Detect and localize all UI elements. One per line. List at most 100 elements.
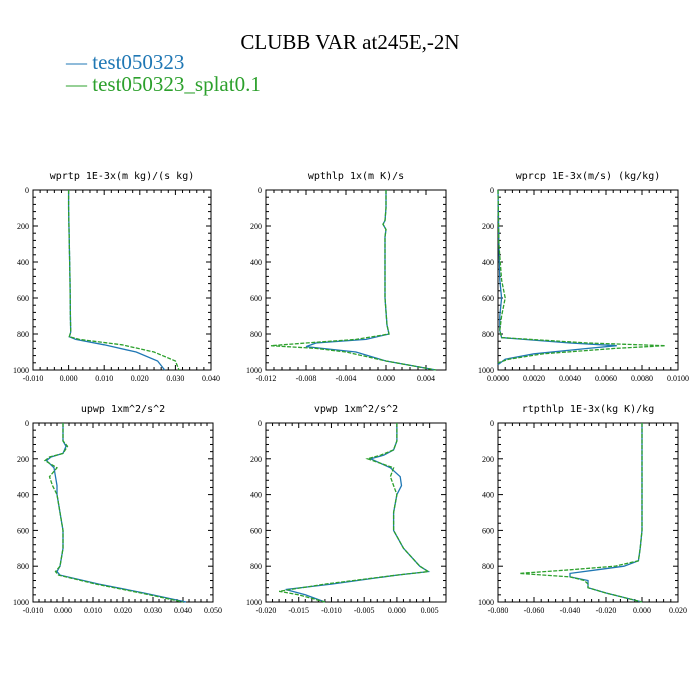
x-tick-label: -0.010 (23, 606, 44, 615)
legend-entry-test050323-splat: — test050323_splat0.1 (66, 72, 261, 96)
x-tick-label: 0.030 (166, 374, 184, 383)
y-tick-label: 0 (490, 186, 494, 195)
x-tick-label: -0.080 (488, 606, 509, 615)
x-tick-label: 0.000 (60, 374, 78, 383)
plot-frame (497, 422, 679, 603)
y-tick-label: 800 (17, 330, 29, 339)
subplot-4: vpwp 1xm^2/s^2 -0.020 -0.015 -0.010 -0.005 0.… (246, 404, 447, 615)
y-tick-label: 1000 (246, 598, 262, 607)
x-tick-label: 0.010 (84, 606, 102, 615)
x-tick-label: 0.0040 (559, 374, 581, 383)
x-tick-label: -0.004 (336, 374, 357, 383)
subplot-5: rtpthlp 1E-3x(kg K)/kg -0.080 -0.060 -0.040… (478, 404, 687, 615)
x-tick-label: -0.005 (354, 606, 375, 615)
y-tick-label: 0 (25, 186, 29, 195)
y-tick-label: 0 (490, 419, 494, 428)
y-tick-label: 0 (25, 419, 29, 428)
y-tick-label: 800 (250, 330, 262, 339)
x-tick-label: 0.000 (377, 374, 395, 383)
subplot-2: wprcp 1E-3x(m/s) (kg/kg) 0.0000 0.0020 0.00… (478, 171, 689, 383)
y-tick-label: 400 (482, 258, 494, 267)
y-tick-label: 800 (17, 562, 29, 571)
y-tick-label: 800 (482, 330, 494, 339)
x-tick-label: 0.020 (114, 606, 132, 615)
x-tick-label: 0.0080 (631, 374, 653, 383)
series-line-1 (497, 189, 666, 364)
x-tick-label: 0.020 (131, 374, 149, 383)
y-tick-label: 200 (482, 455, 494, 464)
x-tick-label: 0.0000 (487, 374, 509, 383)
y-tick-label: 200 (17, 222, 29, 231)
y-tick-label: 200 (250, 455, 262, 464)
x-tick-label: -0.020 (596, 606, 617, 615)
y-tick-label: 600 (250, 294, 262, 303)
x-tick-label: 0.040 (174, 606, 192, 615)
x-tick-label: 0.030 (144, 606, 162, 615)
y-tick-label: 400 (250, 258, 262, 267)
y-tick-label: 800 (482, 562, 494, 571)
x-tick-label: 0.010 (95, 374, 113, 383)
x-tick-label: -0.040 (560, 606, 581, 615)
series-line-0 (569, 423, 643, 603)
plot-frame (497, 189, 679, 371)
x-tick-label: -0.010 (321, 606, 342, 615)
y-tick-label: 200 (250, 222, 262, 231)
subplot-title: wprtp 1E-3x(m kg)/(s kg) (50, 171, 195, 182)
y-tick-label: 200 (482, 222, 494, 231)
plot-frame (265, 189, 447, 371)
subplot-title: wprcp 1E-3x(m/s) (kg/kg) (516, 171, 661, 182)
x-tick-label: -0.015 (288, 606, 309, 615)
subplot-title: upwp 1xm^2/s^2 (81, 404, 165, 415)
y-tick-label: 0 (258, 186, 262, 195)
x-tick-label: 0.0060 (595, 374, 617, 383)
x-tick-label: 0.000 (633, 606, 651, 615)
y-tick-label: 600 (250, 526, 262, 535)
plot-frame (32, 189, 212, 371)
x-tick-label: -0.060 (524, 606, 545, 615)
subplot-0: wprtp 1E-3x(m kg)/(s kg) -0.010 0.000 0.010… (13, 171, 220, 383)
series-line-1 (67, 190, 180, 371)
x-tick-label: 0.000 (54, 606, 72, 615)
y-tick-label: 400 (482, 491, 494, 500)
y-tick-label: 600 (17, 526, 29, 535)
x-tick-label: 0.040 (202, 374, 220, 383)
page-title: CLUBB VAR at245E,-2N (240, 30, 460, 54)
y-tick-label: 400 (17, 491, 29, 500)
y-tick-label: 600 (17, 294, 29, 303)
y-tick-label: 400 (17, 258, 29, 267)
series-line-0 (285, 423, 431, 603)
series-line-0 (67, 190, 166, 371)
series-line-1 (519, 423, 643, 603)
y-tick-label: 400 (250, 491, 262, 500)
series-line-0 (305, 190, 437, 371)
series-line-1 (278, 423, 431, 603)
y-tick-label: 0 (258, 419, 262, 428)
y-tick-label: 1000 (478, 598, 494, 607)
subplot-title: wpthlp 1x(m K)/s (308, 171, 404, 182)
legend-entry-test050323: — test050323 (66, 50, 185, 74)
x-tick-label: 0.020 (669, 606, 687, 615)
subplot-title: rtpthlp 1E-3x(kg K)/kg (522, 404, 654, 415)
plot-frame (265, 422, 447, 603)
subplot-3: upwp 1xm^2/s^2 -0.010 0.000 0.010 0.020 0.030… (13, 404, 222, 615)
x-tick-label: -0.012 (256, 374, 277, 383)
x-tick-label: 0.004 (417, 374, 435, 383)
series-line-1 (270, 190, 437, 371)
y-tick-label: 1000 (246, 366, 262, 375)
subplot-title: vpwp 1xm^2/s^2 (314, 404, 398, 415)
x-tick-label: 0.005 (421, 606, 439, 615)
y-tick-label: 1000 (478, 366, 494, 375)
y-tick-label: 800 (250, 562, 262, 571)
series-line-0 (45, 423, 187, 603)
x-tick-label: -0.010 (23, 374, 44, 383)
y-tick-label: 1000 (13, 598, 29, 607)
x-tick-label: 0.000 (388, 606, 406, 615)
x-tick-label: 0.0020 (523, 374, 545, 383)
y-tick-label: 600 (482, 294, 494, 303)
y-tick-label: 200 (17, 455, 29, 464)
x-tick-label: 0.050 (204, 606, 222, 615)
x-tick-label: -0.020 (256, 606, 277, 615)
subplot-1: wpthlp 1x(m K)/s -0.012 -0.008 -0.004 0.000 0… (246, 171, 447, 383)
x-tick-label: 0.0100 (667, 374, 689, 383)
